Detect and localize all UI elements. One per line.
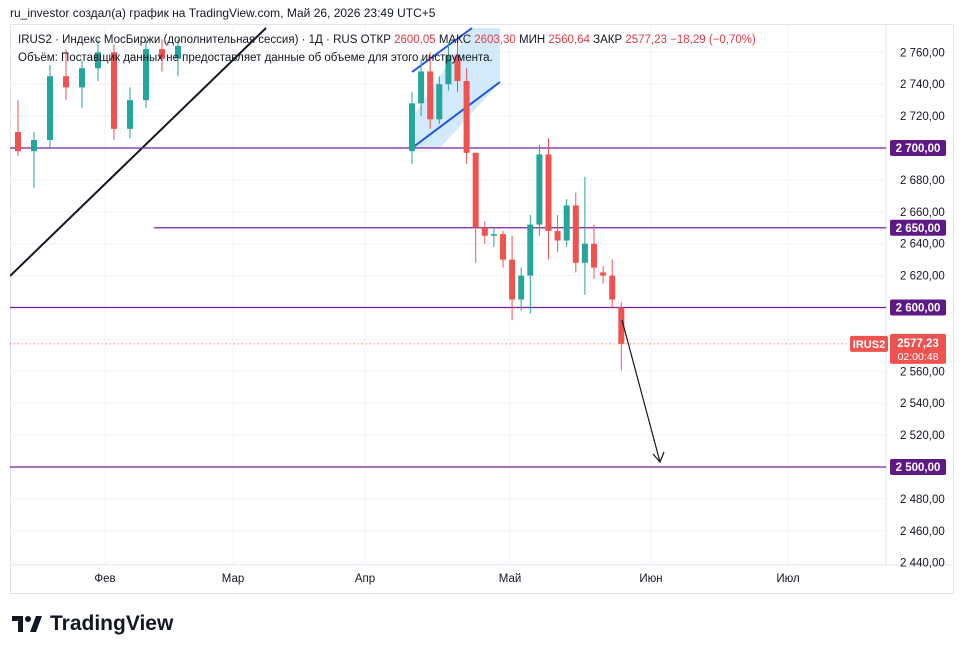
candle-body xyxy=(445,55,452,85)
ohlc-legend: IRUS2 · Индекс МосБиржи (дополнительная … xyxy=(18,34,756,46)
candle-body xyxy=(15,132,21,152)
trend-line xyxy=(10,27,267,277)
candle-body xyxy=(63,76,69,88)
price-badge-bg xyxy=(890,333,946,364)
level-label-bg xyxy=(890,140,946,156)
candle-body xyxy=(609,275,616,300)
candle-body xyxy=(618,307,625,344)
candle-body xyxy=(518,275,525,300)
candle-body xyxy=(159,49,165,59)
level-label-bg xyxy=(890,459,946,475)
level-label-bg xyxy=(890,219,946,236)
candle-body xyxy=(481,227,488,236)
footer-logo[interactable]: TradingView xyxy=(12,612,173,636)
separator: · xyxy=(326,34,334,46)
forecast-arrow-head xyxy=(652,451,665,464)
candle-body xyxy=(95,52,101,69)
candle-body xyxy=(581,243,588,263)
tradingview-logo-icon xyxy=(12,616,42,632)
level-label: 2 700,00 xyxy=(896,143,941,155)
y-tick-label: 2 480,00 xyxy=(900,494,945,506)
candle-body xyxy=(509,259,516,300)
candle-body xyxy=(463,81,470,153)
y-tick-label: 2 520,00 xyxy=(900,430,945,442)
low-value: 2560,64 xyxy=(548,34,590,46)
high-label: МАКС xyxy=(438,34,472,46)
candle-body xyxy=(472,152,479,228)
candle-body xyxy=(545,154,552,231)
y-tick-label: 2 640,00 xyxy=(900,239,945,251)
symbol-badge-bg xyxy=(850,335,888,352)
price-badge-value: 2577,23 xyxy=(897,338,939,350)
brand-name: TradingView xyxy=(50,612,174,635)
symbol-badge: IRUS2 xyxy=(853,339,885,351)
x-tick-label: Июл xyxy=(776,573,799,585)
candle-body xyxy=(143,49,149,101)
separator: · xyxy=(301,34,309,46)
candle-body xyxy=(175,45,181,59)
chart-area[interactable]: 2 760,00 2 740,00 2 720,00 2 700,00 2 680,00… xyxy=(10,24,954,594)
candle-body xyxy=(427,71,434,120)
x-tick-label: Май xyxy=(499,573,522,585)
candle-body xyxy=(527,224,534,276)
level-label: 2 650,00 xyxy=(896,223,941,235)
change-value: −18,29 (−0,70%) xyxy=(670,34,756,46)
x-tick-label: Мар xyxy=(222,573,245,585)
candle-body xyxy=(600,272,607,276)
candle-body xyxy=(500,234,506,260)
chart-attribution: ru_investor создал(а) график на TradingV… xyxy=(10,6,436,20)
volume-note: Объём: Поставщик данных не предоставляет… xyxy=(18,52,493,64)
open-value: 2600,05 xyxy=(394,34,436,46)
candle-body xyxy=(127,100,133,129)
level-label-bg xyxy=(890,299,946,316)
x-tick-label: Апр xyxy=(355,573,375,585)
candle-body xyxy=(47,76,53,141)
high-value: 2603,30 xyxy=(474,34,516,46)
candle-body xyxy=(572,205,579,263)
level-label: 2 500,00 xyxy=(896,462,941,474)
channel-lower-line xyxy=(411,81,501,149)
x-tick-label: Июн xyxy=(639,573,662,585)
rising-channel-fill xyxy=(412,28,500,148)
candle-body xyxy=(418,71,425,104)
close-value: 2577,23 xyxy=(625,34,667,46)
price-badge-countdown: 02:00:48 xyxy=(898,351,939,363)
candle-body xyxy=(554,230,561,241)
forecast-arrow xyxy=(621,319,661,463)
y-tick-label: 2 680,00 xyxy=(900,175,945,187)
candle-body xyxy=(454,55,461,82)
y-tick-label: 2 460,00 xyxy=(900,526,945,538)
x-tick-label: Фев xyxy=(94,573,115,585)
candle-body xyxy=(111,52,117,129)
level-label: 2 600,00 xyxy=(896,303,941,315)
candle-body xyxy=(490,234,497,236)
candle-body xyxy=(563,205,570,241)
open-label: ОТКР xyxy=(360,34,391,46)
candle-body xyxy=(591,243,597,268)
y-tick-label: 2 740,00 xyxy=(900,79,945,91)
y-tick-label: 2 660,00 xyxy=(900,207,945,219)
instrument-name: Индекс МосБиржи (дополнительная сессия) xyxy=(62,34,299,46)
y-tick-label: 2 620,00 xyxy=(900,271,945,283)
y-tick-label: 2 560,00 xyxy=(900,366,945,378)
candle-body xyxy=(409,103,415,152)
symbol-name[interactable]: IRUS2 xyxy=(18,34,52,46)
candle-body xyxy=(31,140,37,152)
chart-border xyxy=(10,24,954,594)
y-tick-label: 2 540,00 xyxy=(900,398,945,410)
exchange-label: RUS xyxy=(333,34,358,46)
candle-body xyxy=(536,154,543,225)
low-label: МИН xyxy=(519,34,546,46)
y-tick-label: 2 760,00 xyxy=(900,47,945,59)
close-label: ЗАКР xyxy=(593,34,623,46)
price-chart[interactable]: 2 760,00 2 740,00 2 720,00 2 700,00 2 680,00… xyxy=(10,24,954,594)
interval-label[interactable]: 1Д xyxy=(308,34,323,46)
y-tick-label: 2 720,00 xyxy=(900,111,945,123)
separator: · xyxy=(55,34,63,46)
candle-body xyxy=(79,68,85,88)
channel-upper-line xyxy=(411,27,473,73)
y-tick-label: 2 440,00 xyxy=(900,558,945,570)
candle-body xyxy=(436,84,443,120)
